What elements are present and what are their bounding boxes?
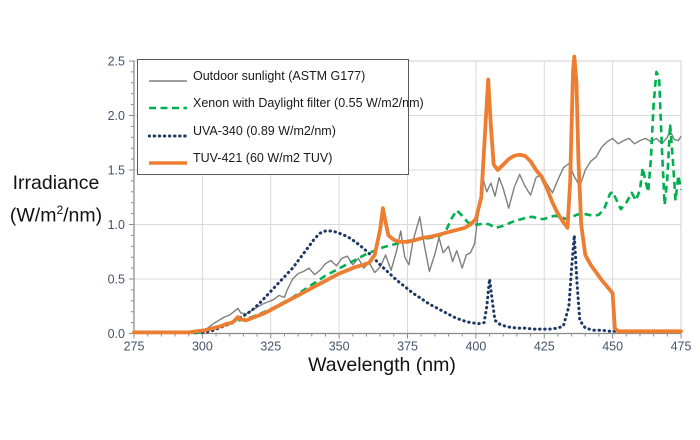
x-tick-label: 475 xyxy=(671,340,692,354)
legend-item-uva-340: UVA-340 (0.89 W/m2/nm) xyxy=(147,118,404,144)
series-line-outdoor-sunlight xyxy=(188,130,682,335)
y-tick-label: 0.5 xyxy=(108,273,125,287)
x-axis-title: Wavelength (nm) xyxy=(308,354,456,376)
x-tick-label: 350 xyxy=(329,340,350,354)
y-tick-label: 1.5 xyxy=(108,164,125,178)
y-tick-label: 2.0 xyxy=(108,109,125,123)
series-line-tuv-421 xyxy=(132,54,683,335)
x-tick-label: 450 xyxy=(602,340,623,354)
legend-label: Xenon with Daylight filter (0.55 W/m2/nm… xyxy=(193,96,424,111)
y-tick-label: 1.0 xyxy=(108,218,125,232)
x-tick-label: 375 xyxy=(397,340,418,354)
legend-label: TUV-421 (60 W/m2 TUV) xyxy=(193,150,333,165)
series-line-uva-340 xyxy=(200,229,623,334)
series-line-xenon-daylight-filter xyxy=(193,70,683,335)
legend-item-outdoor-sunlight: Outdoor sunlight (ASTM G177) xyxy=(148,63,404,89)
x-axis: 275 300 325 350 375 400 425 450 475 xyxy=(124,332,692,354)
legend-line-sample-xenon-daylight-filter xyxy=(148,99,188,110)
y-axis-title-line2: (W/m2/nm) xyxy=(9,203,103,227)
legend-label: UVA-340 (0.89 W/m2/nm) xyxy=(193,123,336,138)
x-tick-label: 300 xyxy=(192,340,213,354)
x-tick-label: 275 xyxy=(124,340,145,354)
legend-label: Outdoor sunlight (ASTM G177) xyxy=(193,69,366,84)
legend-line-sample-uva-340 xyxy=(147,127,189,138)
y-axis-title-line1: Irradiance xyxy=(12,172,100,194)
y-tick-label: 2.5 xyxy=(108,55,125,69)
y-axis: 0.0 0.5 1.0 1.5 2.0 2.5 xyxy=(108,55,135,341)
y-axis-title: Irradiance (W/m2/nm) xyxy=(0,170,112,230)
x-tick-label: 425 xyxy=(534,340,555,354)
legend-line-sample-tuv-421 xyxy=(148,154,188,165)
chart-legend: Outdoor sunlight (ASTM G177) Xenon with D… xyxy=(137,59,424,175)
legend-item-tuv-421: TUV-421 (60 W/m2 TUV) xyxy=(148,145,404,171)
x-tick-label: 400 xyxy=(465,340,486,354)
legend-item-xenon-daylight-filter: Xenon with Daylight filter (0.55 W/m2/nm… xyxy=(148,90,424,116)
y-tick-label: 0.0 xyxy=(108,327,125,341)
x-tick-label: 325 xyxy=(260,340,281,354)
legend-line-sample-outdoor-sunlight xyxy=(148,72,188,82)
